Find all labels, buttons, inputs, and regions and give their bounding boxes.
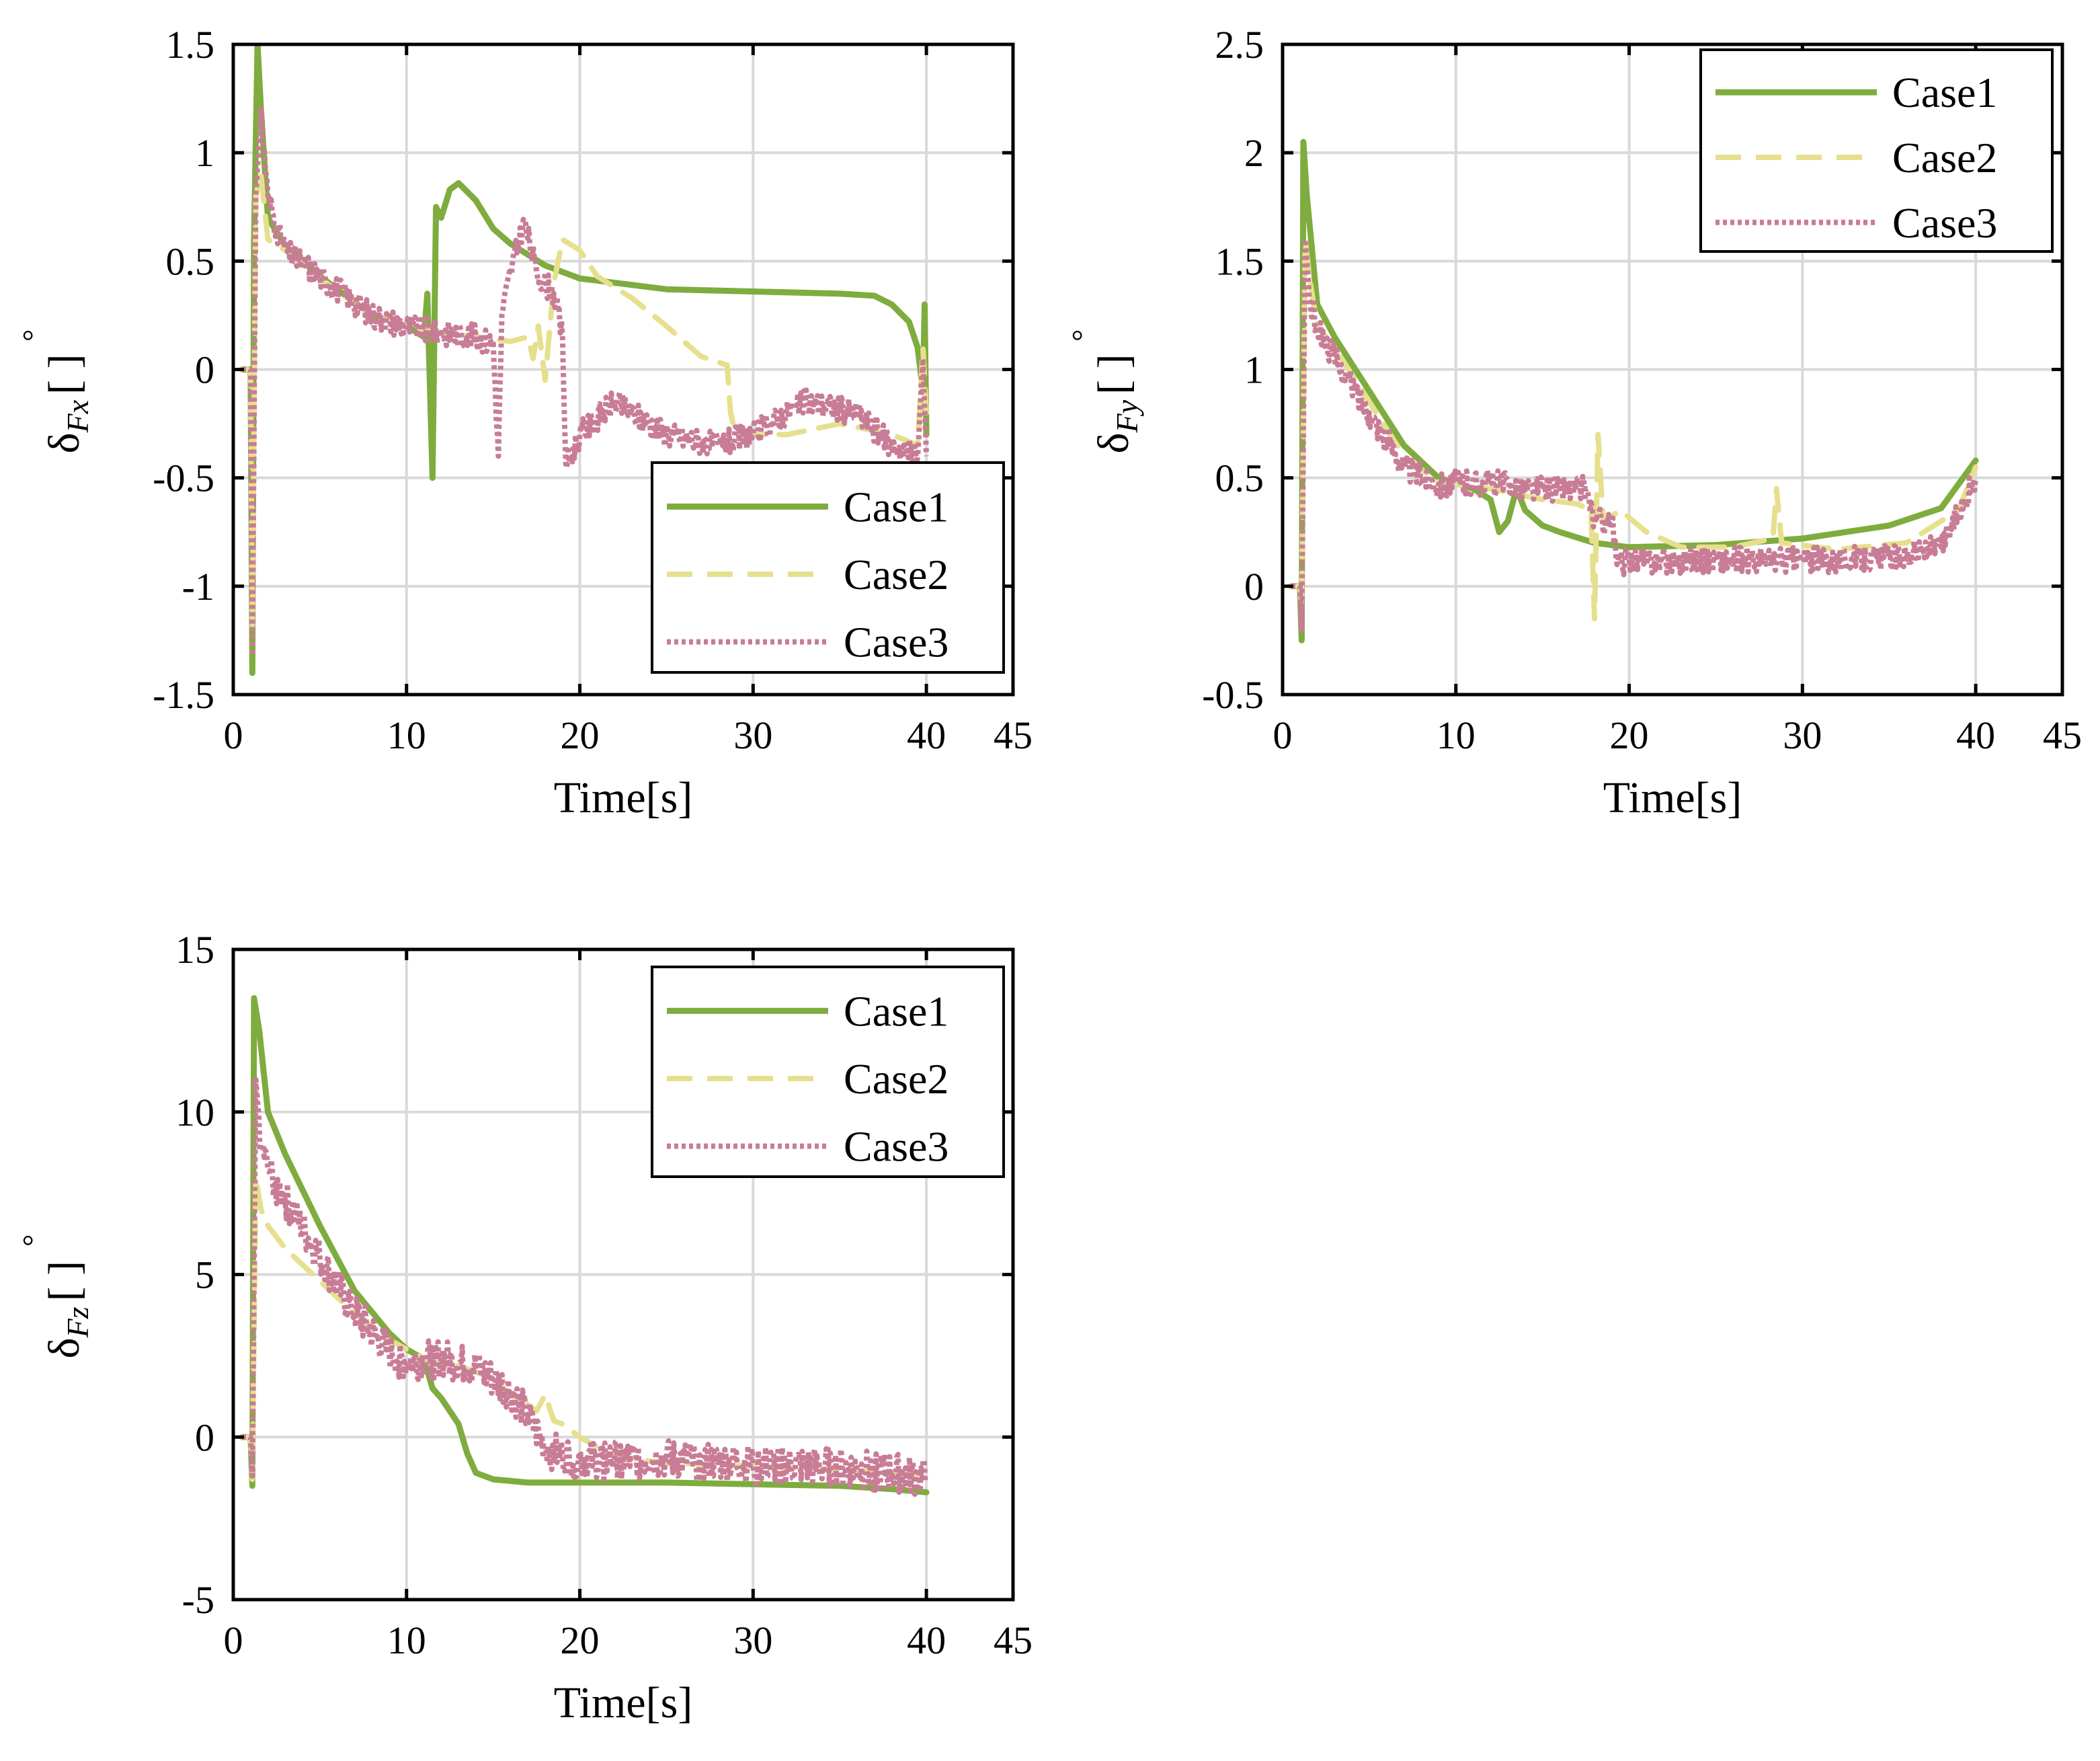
plot-area-fx xyxy=(239,44,930,676)
ticks-fz xyxy=(231,947,1015,1602)
series-fy xyxy=(1288,139,1979,643)
legend-label-case2: Case2 xyxy=(844,551,948,598)
legend-label-case2: Case2 xyxy=(844,1055,948,1103)
y-tick-label: 0.5 xyxy=(166,239,215,283)
x-tick-label: 10 xyxy=(387,713,426,757)
x-tick-labels-fy: 0 10 20 30 40 45 xyxy=(1273,713,2083,757)
y-axis-label-fz: δFz [ ] ° xyxy=(16,1235,95,1358)
y-axis-label-fy: δFy [ ] ° xyxy=(1065,330,1144,453)
series-line-case1 xyxy=(239,995,930,1495)
y-tick-label: 0.5 xyxy=(1215,457,1264,500)
x-tick-label: 30 xyxy=(733,713,772,757)
plot-area-fz xyxy=(239,995,930,1497)
x-tick-labels-fz: 0 10 20 30 40 45 xyxy=(224,1618,1033,1662)
series-line-case2 xyxy=(239,1174,930,1483)
y-tick-label: -0.5 xyxy=(1202,673,1264,717)
x-tick-label: 20 xyxy=(561,713,600,757)
y-label-symbol: δ xyxy=(40,432,89,453)
x-tick-labels-fx: 0 10 20 30 40 45 xyxy=(224,713,1033,757)
y-label-degree: ° xyxy=(16,1235,50,1247)
y-tick-labels-fy: -0.5 0 0.5 1 1.5 2 2.5 xyxy=(1202,23,1264,717)
x-tick-label: 10 xyxy=(387,1618,426,1662)
y-label-unit: [ ] xyxy=(40,1261,89,1301)
y-axis-label-fx: δFx [ ] ° xyxy=(16,330,95,453)
svg-text:δFx[ ]: δFx [ ] xyxy=(40,354,95,453)
y-tick-labels-fx: -1.5 -1 -0.5 0 0.5 1 1.5 xyxy=(153,23,214,717)
y-tick-labels-fz: -5 0 5 10 15 xyxy=(175,928,214,1622)
x-tick-label: 20 xyxy=(1610,713,1649,757)
legend-label-case1: Case1 xyxy=(844,987,948,1035)
y-tick-label: 1.5 xyxy=(166,23,215,67)
ticks-fy xyxy=(1281,42,2064,697)
x-tick-label: 0 xyxy=(1273,713,1293,757)
y-tick-label: 0 xyxy=(195,1415,214,1459)
y-label-symbol: δ xyxy=(1089,432,1138,453)
x-tick-label: 30 xyxy=(1783,713,1822,757)
y-tick-label: -5 xyxy=(182,1578,214,1622)
series-fz xyxy=(239,995,930,1497)
y-label-degree: ° xyxy=(16,330,50,342)
legend-fz: Case1 Case2 Case3 xyxy=(651,966,1005,1178)
ticks-fx xyxy=(231,42,1015,697)
chart-panel-fx: 0 10 20 30 40 45 -1.5 -1 -0.5 0 0.5 1 1.5 Time[s] δ… xyxy=(16,23,1033,822)
y-label-subscript: Fx xyxy=(60,399,95,433)
x-tick-label: 40 xyxy=(1956,713,1995,757)
y-tick-label: 5 xyxy=(195,1253,214,1297)
y-tick-label: -0.5 xyxy=(153,457,214,500)
y-tick-label: 2.5 xyxy=(1215,23,1264,67)
x-tick-label: 20 xyxy=(561,1618,600,1662)
x-tick-label: 40 xyxy=(907,713,946,757)
legend-box xyxy=(651,966,1005,1178)
y-label-unit: [ ] xyxy=(1089,354,1138,394)
y-label-unit: [ ] xyxy=(40,354,89,394)
y-tick-label: 2 xyxy=(1244,131,1264,175)
legend-box xyxy=(651,461,1005,674)
legend-label-case3: Case3 xyxy=(844,619,948,666)
x-axis-label-fx: Time[s] xyxy=(554,773,693,822)
legend-label-case2: Case2 xyxy=(1892,134,1997,182)
legend-label-case1: Case1 xyxy=(844,483,948,531)
y-label-degree: ° xyxy=(1065,330,1100,342)
chart-panel-fy: 0 10 20 30 40 45 -0.500.511.522.5 Time[s] δFy… xyxy=(1065,23,2082,822)
series-line-case3 xyxy=(240,106,930,654)
x-tick-label: 30 xyxy=(733,1618,772,1662)
y-tick-label: 15 xyxy=(175,928,214,972)
legend-fx: Case1 Case2 Case3 xyxy=(651,461,1005,674)
y-tick-label: 0 xyxy=(1244,565,1264,609)
x-tick-label: 45 xyxy=(994,713,1033,757)
y-tick-label: 1 xyxy=(1244,348,1264,392)
legend-fy: Case1 Case2 Case3 xyxy=(1699,48,2054,253)
x-tick-label: 0 xyxy=(224,1618,243,1662)
y-tick-label: 1 xyxy=(195,131,214,175)
x-tick-label: 45 xyxy=(2043,713,2082,757)
x-tick-label: 10 xyxy=(1437,713,1476,757)
y-label-symbol: δ xyxy=(40,1337,89,1358)
plot-area-fy xyxy=(1288,139,1979,643)
series-line-case2 xyxy=(239,171,930,633)
y-tick-label: 10 xyxy=(175,1091,214,1134)
svg-text:δFy[ ]: δFy [ ] xyxy=(1089,354,1144,453)
y-label-subscript: Fz xyxy=(60,1306,95,1338)
legend-label-case1: Case1 xyxy=(1892,69,1997,116)
x-tick-label: 0 xyxy=(224,713,243,757)
x-axis-label-fz: Time[s] xyxy=(554,1678,693,1727)
svg-text:δFz[ ]: δFz [ ] xyxy=(40,1261,95,1359)
y-tick-label: 0 xyxy=(195,348,214,392)
y-tick-label: -1.5 xyxy=(153,673,214,717)
x-tick-label: 45 xyxy=(994,1618,1033,1662)
series-fx xyxy=(239,44,930,676)
legend-label-case3: Case3 xyxy=(1892,199,1997,247)
y-tick-label: -1 xyxy=(182,565,214,609)
legend-label-case3: Case3 xyxy=(844,1123,948,1171)
series-line-case3 xyxy=(240,1077,929,1497)
x-axis-label-fy: Time[s] xyxy=(1603,773,1742,822)
series-line-case3 xyxy=(1289,237,1979,633)
y-label-subscript: Fy xyxy=(1110,399,1144,433)
x-tick-label: 40 xyxy=(907,1618,946,1662)
y-tick-label: 1.5 xyxy=(1215,239,1264,283)
legend-box xyxy=(1699,48,2054,253)
